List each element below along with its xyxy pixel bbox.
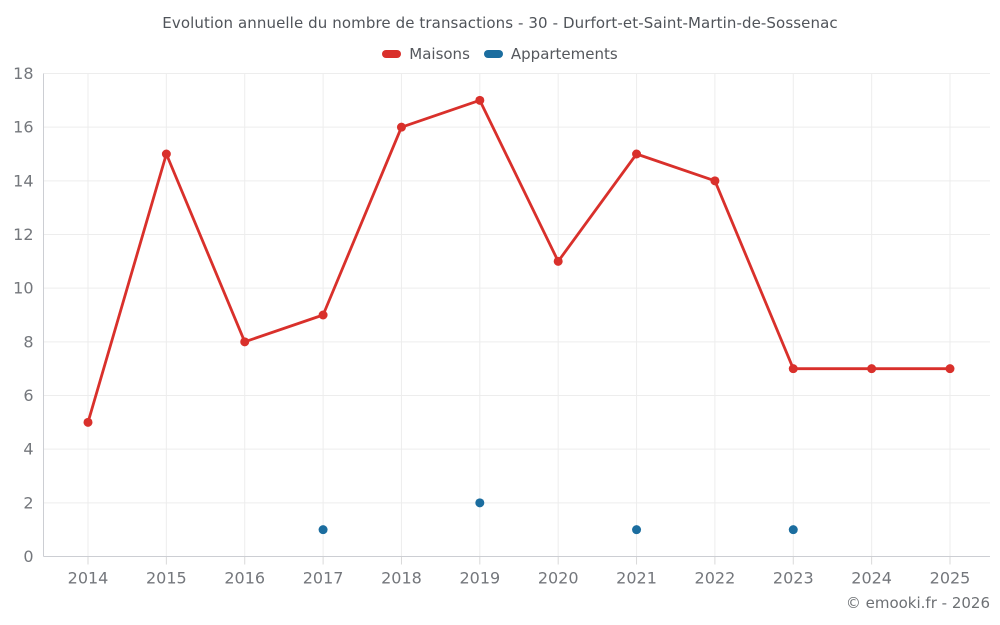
y-tick-label: 6 (23, 386, 33, 405)
x-tick-label: 2024 (851, 569, 892, 588)
y-tick-label: 8 (23, 332, 33, 351)
data-point-maisons-2023[interactable] (788, 364, 798, 374)
y-tick-label: 14 (13, 171, 33, 190)
data-point-appartements-2017[interactable] (318, 525, 328, 535)
y-tick-label: 0 (23, 547, 33, 566)
x-tick-label: 2017 (303, 569, 344, 588)
data-point-maisons-2016[interactable] (240, 337, 250, 347)
legend-item-maisons[interactable]: Maisons (382, 45, 470, 63)
x-tick-label: 2015 (146, 569, 187, 588)
legend: Maisons Appartements (0, 45, 1000, 63)
y-tick-label: 10 (13, 279, 33, 298)
legend-label-appartements: Appartements (510, 45, 618, 63)
y-tick-label: 12 (13, 225, 33, 244)
x-tick-label: 2014 (68, 569, 109, 588)
x-tick-label: 2023 (773, 569, 814, 588)
x-tick-label: 2019 (459, 569, 500, 588)
data-point-maisons-2021[interactable] (632, 149, 642, 159)
data-point-appartements-2021[interactable] (632, 525, 642, 535)
x-tick-label: 2020 (538, 569, 579, 588)
data-point-maisons-2024[interactable] (867, 364, 877, 374)
data-point-maisons-2014[interactable] (83, 417, 93, 427)
data-point-maisons-2015[interactable] (161, 149, 171, 159)
x-tick-label: 2016 (224, 569, 265, 588)
data-point-maisons-2017[interactable] (318, 310, 328, 320)
data-point-maisons-2019[interactable] (475, 95, 485, 105)
data-point-appartements-2019[interactable] (475, 498, 485, 508)
series-line-maisons (86, 98, 952, 424)
appartements-swatch (483, 50, 503, 58)
y-tick-label: 4 (23, 440, 33, 459)
x-tick-label: 2021 (616, 569, 657, 588)
maisons-swatch (382, 50, 402, 58)
data-point-maisons-2025[interactable] (945, 364, 955, 374)
chart-title: Evolution annuelle du nombre de transact… (162, 14, 838, 32)
data-point-appartements-2023[interactable] (788, 525, 798, 535)
data-point-maisons-2018[interactable] (396, 122, 406, 132)
x-tick-label: 2022 (695, 569, 736, 588)
legend-label-maisons: Maisons (409, 45, 470, 63)
x-tick-label: 2025 (930, 569, 971, 588)
legend-item-appartements[interactable]: Appartements (483, 45, 618, 63)
y-tick-label: 16 (13, 118, 33, 137)
data-point-maisons-2022[interactable] (710, 176, 720, 186)
y-tick-label: 2 (23, 493, 33, 512)
y-tick-label: 18 (13, 64, 33, 83)
data-point-maisons-2020[interactable] (553, 256, 563, 266)
copyright: © emooki.fr - 2026 (845, 594, 990, 612)
x-tick-label: 2018 (381, 569, 422, 588)
